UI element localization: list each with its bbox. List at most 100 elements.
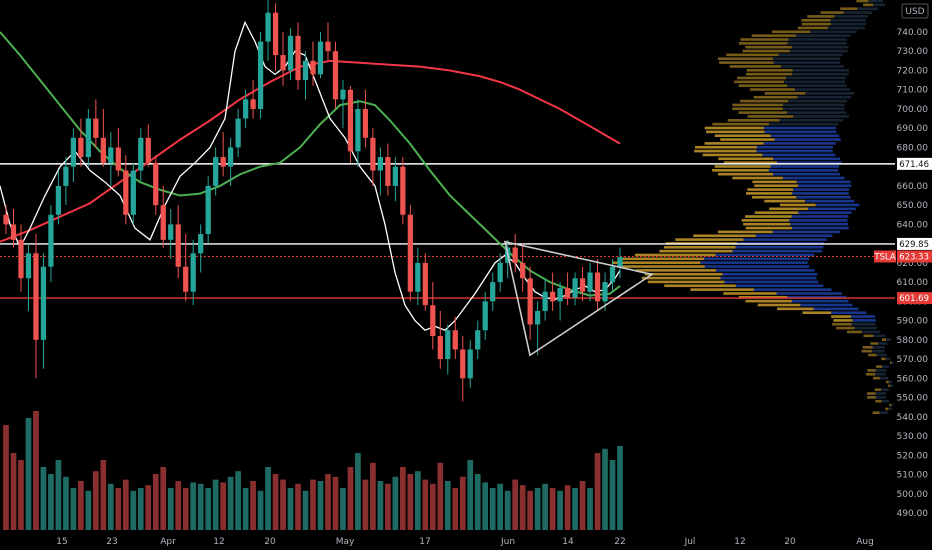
candle-body: [542, 291, 548, 311]
candle-body: [115, 147, 121, 171]
volume-bar: [182, 488, 189, 530]
volume-profile-row: [772, 172, 841, 176]
volume-profile-row-up: [856, 0, 869, 3]
volume-profile-row-up: [888, 384, 891, 388]
volume-bar: [467, 460, 474, 530]
y-tick-label: 590.00: [897, 317, 929, 327]
volume-profile-row-up: [757, 303, 801, 307]
volume-profile-row-up: [702, 153, 763, 157]
volume-profile-row: [794, 88, 850, 91]
volume-profile-row: [787, 42, 847, 45]
volume-profile-row-up: [738, 42, 788, 45]
volume-profile-row: [796, 34, 851, 37]
volume-profile-row: [792, 68, 849, 72]
volume-bar: [10, 453, 17, 530]
candle-body: [85, 118, 91, 158]
volume-profile-row: [763, 126, 836, 130]
volume-profile-row-up: [706, 130, 765, 134]
candle-body: [527, 278, 533, 325]
volume-bar: [175, 481, 182, 530]
x-tick-label: 14: [562, 537, 574, 547]
candle-body: [55, 185, 62, 215]
volume-profile-row: [793, 188, 850, 191]
volume-bar: [482, 482, 489, 530]
volume-profile-row: [804, 199, 855, 203]
candle-body: [25, 253, 32, 279]
volume-bar: [145, 485, 152, 530]
volume-profile-row-up: [745, 226, 793, 230]
currency-label-group[interactable]: USD: [901, 3, 929, 19]
volume-profile-row: [831, 311, 867, 315]
volume-profile-row-up: [832, 322, 852, 326]
candle-body: [235, 118, 241, 148]
volume-profile-row: [743, 238, 827, 241]
volume-profile-row-up: [712, 122, 770, 126]
volume-bar: [497, 483, 504, 530]
candle-body: [594, 272, 601, 302]
volume-profile-row-up: [886, 380, 889, 384]
candle-body: [175, 224, 181, 267]
volume-bar: [107, 483, 114, 530]
candle-body: [63, 166, 69, 186]
volume-profile-row-up: [732, 176, 783, 180]
currency-label[interactable]: USD: [905, 7, 924, 17]
candle-body: [415, 262, 421, 292]
y-tick-label: 730.00: [897, 47, 929, 57]
candle-body: [183, 266, 189, 292]
volume-profile-row: [790, 222, 848, 226]
volume-profile-row: [873, 334, 886, 338]
volume-profile-row: [857, 7, 878, 11]
volume-profile-row-up: [754, 184, 798, 188]
level-price-tag: 601.69: [899, 294, 929, 304]
volume-bar: [407, 474, 414, 530]
candle-body: [407, 214, 413, 292]
volume-profile-row-up: [618, 257, 705, 261]
volume-bar: [317, 481, 324, 530]
candle-body: [280, 55, 286, 71]
candle-body: [332, 51, 339, 100]
volume-profile-row-up: [740, 99, 789, 103]
volume-bar: [63, 476, 69, 530]
time-axis[interactable]: 15 23 Apr 12 20 May 17 Jun 14 22 Jul 12 20 Aug: [56, 537, 874, 547]
y-tick-label: 690.00: [897, 124, 929, 134]
volume-bar: [527, 490, 533, 530]
volume-bar: [220, 482, 226, 530]
volume-profile-row: [786, 76, 846, 80]
volume-profile-row: [782, 107, 845, 111]
volume-bar: [265, 467, 271, 530]
candle-body: [437, 335, 443, 360]
volume-profile-row: [791, 45, 849, 49]
volume-profile-row: [872, 346, 885, 349]
volume-bar: [340, 488, 346, 530]
y-tick-label: 680.00: [897, 143, 929, 153]
volume-bar: [295, 483, 301, 530]
volume-bar: [617, 446, 623, 530]
volume-profile-row: [774, 138, 841, 141]
volume-bar: [152, 474, 159, 530]
price-axis[interactable]: 490.00 500.00 510.00 520.00 530.00 540.00 550.…: [897, 28, 929, 519]
volume-profile-row-up: [807, 15, 835, 18]
y-tick-label: 530.00: [897, 432, 929, 442]
volume-profile-row-up: [801, 18, 831, 22]
candle-body: [482, 301, 488, 331]
candle-body: [93, 118, 99, 138]
volume-bar: [130, 490, 137, 530]
volume-profile-row: [704, 257, 810, 261]
volume-bar: [452, 488, 459, 530]
y-tick-label: 510.00: [897, 471, 929, 481]
candle-body: [400, 166, 406, 215]
volume-bar: [100, 460, 107, 530]
volume-profile: [612, 0, 894, 415]
volume-bar: [40, 467, 47, 530]
volume-profile-row-up: [840, 7, 858, 11]
last-price-tag-bg: [897, 250, 932, 263]
volume-bar: [474, 474, 481, 530]
volume-profile-row: [787, 296, 847, 299]
volume-bar: [325, 474, 331, 530]
volume-profile-row: [756, 149, 833, 153]
volume-profile-row: [715, 253, 815, 257]
candle-body: [385, 157, 391, 186]
volume-profile-row: [772, 230, 841, 234]
